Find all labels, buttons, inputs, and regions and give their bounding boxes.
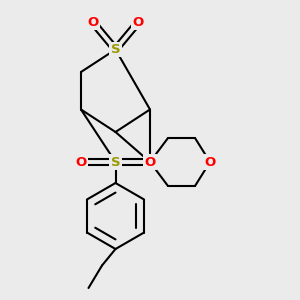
Text: O: O	[144, 155, 156, 169]
Text: S: S	[111, 43, 120, 56]
Text: S: S	[111, 155, 120, 169]
Text: O: O	[132, 16, 144, 29]
Text: O: O	[75, 155, 87, 169]
Text: O: O	[204, 155, 216, 169]
Text: N: N	[144, 155, 156, 169]
Text: O: O	[87, 16, 99, 29]
